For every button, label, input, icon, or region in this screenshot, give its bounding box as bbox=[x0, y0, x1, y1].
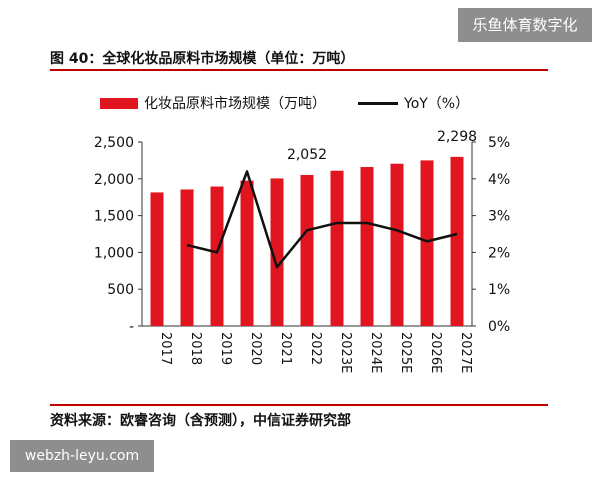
x-axis-labels: 2017 2018 2019 2020 2021 2022 2023E 2024E 2025E 2… bbox=[158, 332, 473, 373]
left-tick-label: 2,000 bbox=[94, 172, 134, 188]
right-tick-label: 2% bbox=[488, 245, 510, 261]
right-tick-label: 4% bbox=[488, 172, 510, 188]
right-tick-label: 1% bbox=[488, 282, 510, 298]
legend-bar-label: 化妆品原料市场规模（万吨） bbox=[144, 96, 326, 112]
bar-2023E bbox=[330, 170, 344, 326]
bar-2020 bbox=[240, 180, 254, 326]
x-tick-label-2026E: 2026E bbox=[428, 332, 443, 373]
bar-2019 bbox=[210, 186, 224, 326]
bar-2024E bbox=[360, 167, 374, 326]
source-note: 资料来源：欧睿咨询（含预测），中信证券研究部 bbox=[50, 413, 351, 429]
x-tick-label-2023E: 2023E bbox=[338, 332, 353, 373]
data-labels: 2,052 2,298 bbox=[287, 129, 477, 163]
x-tick-label-2021: 2021 bbox=[278, 332, 293, 365]
legend-bar-swatch bbox=[100, 97, 138, 109]
watermark-bottom: webzh-leyu.com bbox=[10, 440, 154, 472]
bar-2017 bbox=[150, 192, 164, 326]
bar-2022 bbox=[300, 174, 314, 326]
x-tick-label-2018: 2018 bbox=[188, 332, 203, 365]
yoy-line bbox=[186, 170, 458, 269]
bar-2025E bbox=[390, 163, 404, 326]
bar-2027E bbox=[450, 156, 464, 326]
chart-canvas: - 500 1,000 1,500 2,000 2,500 0% 1% 2% 3% 4% 5% 20… bbox=[94, 129, 510, 373]
source-rule bbox=[50, 404, 548, 406]
x-tick-label-2022: 2022 bbox=[308, 332, 323, 365]
right-tick-label: 3% bbox=[488, 209, 510, 225]
yoy-line-series bbox=[186, 170, 458, 269]
legend-line-label: YoY（%） bbox=[404, 96, 470, 112]
bar-2026E bbox=[420, 160, 434, 326]
chart-legend: 化妆品原料市场规模（万吨） YoY（%） bbox=[100, 93, 469, 113]
right-tick-label: 5% bbox=[488, 135, 510, 151]
left-tick-label: 500 bbox=[107, 282, 134, 298]
right-axis: 0% 1% 2% 3% 4% 5% bbox=[471, 135, 510, 335]
left-tick-label: 1,500 bbox=[94, 209, 134, 225]
left-axis: - 500 1,000 1,500 2,000 2,500 bbox=[94, 135, 472, 335]
bar-2018 bbox=[180, 189, 194, 326]
data-label-2022: 2,052 bbox=[287, 147, 327, 163]
x-tick-label-2017: 2017 bbox=[158, 332, 173, 365]
data-label-2027E: 2,298 bbox=[437, 129, 477, 145]
x-tick-label-2019: 2019 bbox=[218, 332, 233, 365]
title-rule bbox=[50, 69, 548, 71]
legend-line-swatch bbox=[358, 101, 398, 105]
right-tick-label: 0% bbox=[488, 319, 510, 335]
bar-series bbox=[150, 156, 464, 326]
figure-title: 图 40：全球化妆品原料市场规模（单位：万吨） bbox=[50, 51, 355, 67]
x-tick-label-2027E: 2027E bbox=[458, 332, 473, 373]
left-tick-label: 2,500 bbox=[94, 135, 134, 151]
x-tick-label-2020: 2020 bbox=[248, 332, 263, 365]
x-tick-label-2024E: 2024E bbox=[368, 332, 383, 373]
left-tick-label: 1,000 bbox=[94, 245, 134, 261]
bar-2021 bbox=[270, 178, 284, 326]
x-tick-label-2025E: 2025E bbox=[398, 332, 413, 373]
watermark-top: 乐鱼体育数字化 bbox=[458, 8, 592, 42]
left-tick-label: - bbox=[129, 319, 134, 335]
